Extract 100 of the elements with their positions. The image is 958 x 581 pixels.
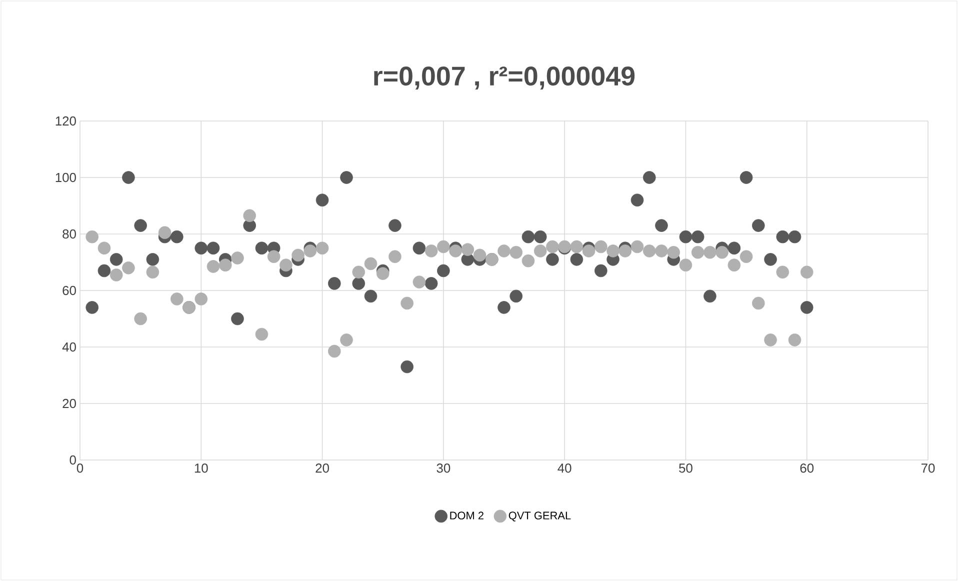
point (606, 244, 620, 258)
point (716, 246, 728, 259)
x-tick-label: 70 (921, 464, 935, 473)
point (437, 240, 450, 254)
point (461, 243, 474, 256)
point (498, 244, 510, 258)
point (510, 246, 523, 259)
y-tick-label: 20 (62, 398, 76, 408)
point (194, 292, 208, 306)
point (570, 253, 584, 266)
point (546, 240, 559, 254)
point (728, 258, 741, 272)
point (752, 219, 765, 232)
point (740, 171, 753, 184)
y-tick-label: 60 (62, 286, 76, 296)
point (146, 253, 160, 266)
point (594, 264, 608, 278)
point (412, 276, 426, 288)
point (376, 267, 390, 280)
point (728, 242, 741, 255)
point (764, 253, 777, 266)
point (328, 277, 341, 290)
point (534, 230, 547, 244)
point (316, 242, 329, 255)
point (243, 209, 256, 222)
point (194, 242, 208, 255)
point (122, 171, 135, 184)
point (570, 240, 584, 254)
point (218, 258, 232, 272)
point (655, 244, 668, 258)
point (206, 242, 220, 255)
point (98, 242, 111, 255)
point (304, 244, 317, 258)
point (618, 244, 632, 258)
point (691, 230, 704, 244)
point (134, 312, 147, 326)
point (388, 219, 402, 232)
point (400, 360, 414, 374)
point (679, 230, 692, 244)
point (110, 253, 123, 266)
point (642, 244, 656, 258)
point (231, 252, 244, 264)
legend-label: DOM 2 (450, 512, 484, 520)
point (522, 230, 535, 244)
point (679, 258, 692, 272)
point (655, 219, 668, 232)
x-tick-label: 30 (436, 464, 450, 473)
chart-title: r=0,007 , r²=0,000049 (374, 66, 635, 90)
x-tick-label: 20 (316, 464, 329, 473)
point (788, 334, 802, 346)
point (206, 260, 220, 273)
point (449, 244, 462, 258)
point (158, 226, 172, 239)
point (364, 290, 378, 303)
x-tick-label: 0 (76, 464, 84, 473)
point (642, 171, 656, 184)
point (170, 292, 184, 306)
point (352, 277, 366, 290)
point (86, 301, 99, 314)
y-tick-label: 40 (62, 342, 76, 352)
point (691, 246, 704, 259)
point (340, 171, 353, 184)
point (534, 244, 547, 258)
point (437, 264, 450, 278)
point (752, 296, 765, 310)
point (267, 250, 280, 263)
point (704, 290, 716, 303)
y-tick-label: 120 (56, 116, 76, 126)
point (292, 248, 304, 262)
point (340, 334, 353, 346)
point (424, 244, 438, 258)
x-tick-label: 50 (679, 464, 692, 473)
x-tick-label: 60 (800, 464, 814, 473)
point (146, 266, 160, 279)
point (400, 296, 414, 310)
point (704, 246, 716, 259)
point (424, 277, 438, 290)
point (280, 258, 292, 272)
point (522, 254, 535, 268)
point (134, 219, 147, 232)
point (316, 194, 329, 206)
x-tick-label: 10 (194, 464, 208, 473)
point (510, 290, 523, 303)
point (788, 230, 802, 244)
point (776, 230, 790, 244)
y-tick-label: 0 (70, 455, 76, 465)
legend-label: QVT GERAL (508, 512, 571, 522)
point (776, 266, 790, 279)
point (412, 242, 426, 255)
point (328, 344, 341, 358)
y-tick-label: 80 (62, 229, 76, 239)
point (86, 230, 99, 244)
point (255, 328, 268, 341)
point (473, 248, 486, 262)
point (388, 250, 402, 263)
point (110, 268, 123, 282)
point (546, 253, 559, 266)
point (582, 244, 596, 258)
x-tick-label: 40 (558, 464, 572, 473)
point (255, 242, 268, 255)
